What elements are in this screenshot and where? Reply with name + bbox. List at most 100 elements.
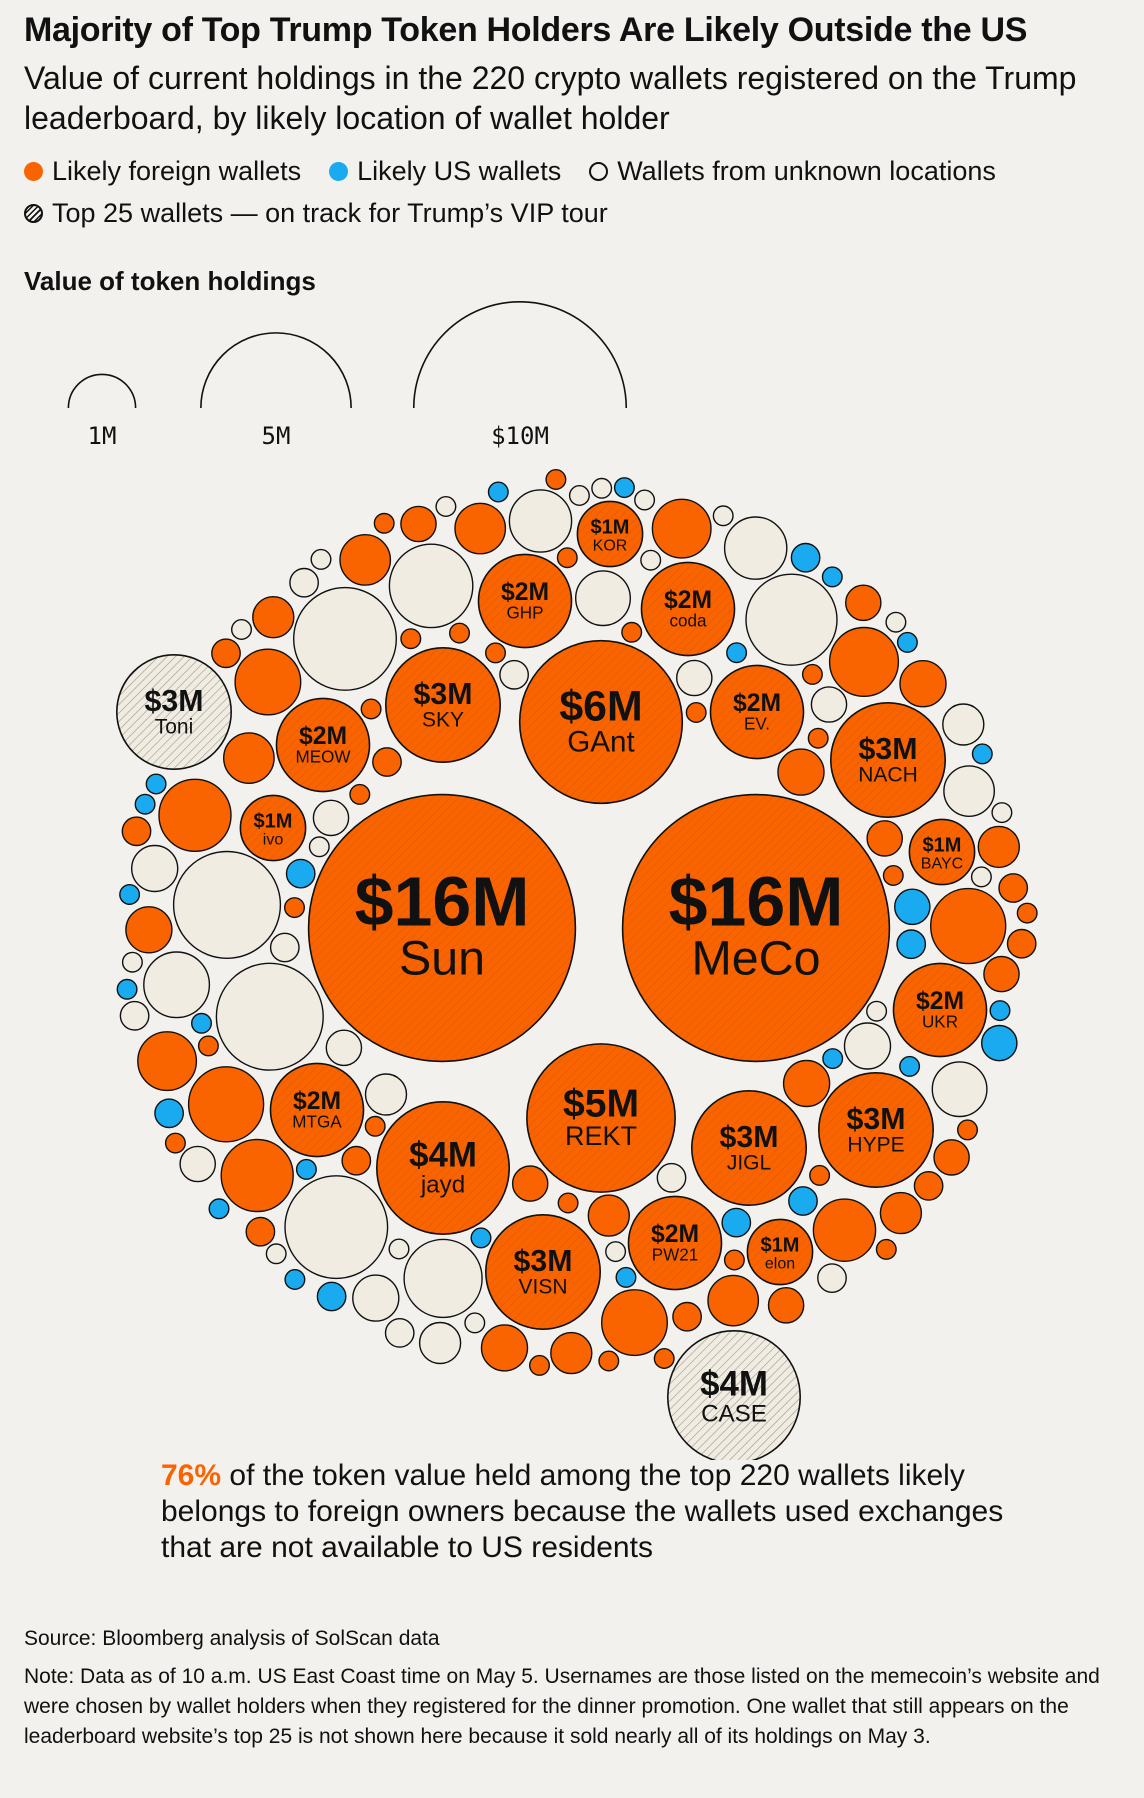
us-wallet-bubble [190,1012,212,1034]
foreign-wallet-bubble [125,906,173,954]
us-wallet-bubble [721,1207,752,1238]
wallet-bubble-mtga [269,1062,365,1158]
foreign-wallet-bubble [807,727,829,749]
unknown-wallet-bubble [325,1029,363,1067]
wallet-bubble-meow [275,697,371,793]
wallet-name-label: KOR [593,538,628,555]
wallet-name-label: elon [765,1256,795,1273]
foreign-wallet-bubble [998,873,1029,903]
unknown-wallet-bubble [403,1238,483,1319]
us-wallet-bubble [116,978,138,1000]
foreign-wallet-bubble [587,1194,630,1237]
legend-label-unknown: Wallets from unknown locations [617,156,996,186]
us-wallet-bubble [134,793,156,815]
unknown-wallet-bubble [310,548,332,570]
legend-item-us: Likely US wallets [329,156,561,187]
wallet-value-label: $3M [514,1245,573,1278]
unknown-wallet-bubble [656,1162,687,1193]
wallet-value-label: $3M [720,1121,779,1154]
bubble-group [116,469,1038,1460]
wallet-value-label: $3M [145,685,204,718]
foreign-wallet-bubble [672,1301,702,1332]
unknown-wallet-bubble [634,489,656,511]
us-wallet-bubble [295,1158,317,1180]
unknown-wallet-bubble [435,496,457,518]
foreign-wallet-bubble [875,1238,897,1260]
us-wallet-bubble [896,929,927,960]
callout-text: 76% of the token value held among the to… [161,1458,1061,1566]
foreign-wallet-bubble [454,502,507,555]
wallet-bubble-sky [385,647,501,763]
unknown-wallet-bubble [991,802,1013,824]
foreign-wallet-bubble [723,1249,745,1271]
wallet-bubble-elon [746,1218,814,1286]
blue-dot-icon [329,162,349,181]
size-legend-arc [412,301,628,409]
wallet-bubble-bayc [908,818,976,886]
us-wallet-bubble [981,1024,1018,1062]
wallet-value-label: $6M [559,682,642,730]
foreign-wallet-bubble [812,1198,877,1262]
wallet-bubble-ivo [239,794,307,862]
wallet-value-label: $3M [414,678,473,711]
wallet-name-label: UKR [922,1013,958,1032]
wallet-value-label: $1M [254,810,293,832]
wallet-name-label: MEOW [295,748,351,767]
unknown-wallet-bubble [745,573,838,666]
wallet-bubble-sun [307,793,577,1063]
foreign-wallet-bubble [653,1347,675,1369]
wallet-value-label: $2M [293,1088,341,1115]
source-text: Source: Bloomberg analysis of SolScan da… [24,1627,440,1650]
unknown-wallet-bubble [591,477,613,499]
color-legend: Likely foreign wallets Likely US wallets… [24,156,1014,187]
unknown-wallet-bubble [284,1175,389,1280]
unknown-wallet-bubble [121,951,143,973]
wallet-bubble-case [667,1330,801,1460]
foreign-wallet-bubble [866,820,904,857]
us-wallet-bubble [470,1227,492,1249]
foreign-wallet-bubble [252,596,295,639]
foreign-wallet-bubble [211,638,241,669]
us-wallet-bubble [613,477,635,499]
wallet-value-label: $4M [700,1365,768,1404]
wallet-name-label: NACH [858,763,918,786]
foreign-wallet-bubble [1006,928,1037,959]
unknown-wallet-bubble [179,1145,216,1183]
wallet-name-label: SKY [422,708,464,731]
foreign-wallet-bubble [234,648,302,716]
callout-highlight: 76% [161,1459,222,1492]
us-wallet-bubble [989,1000,1011,1022]
foreign-wallet-bubble [707,1274,760,1327]
size-legend-label: 5M [262,422,291,450]
wallet-value-label: $3M [859,733,918,766]
unknown-wallet-bubble [817,1263,847,1294]
wallet-value-label: $1M [761,1234,800,1256]
foreign-wallet-bubble [556,547,578,569]
hatched-dot-icon [24,204,43,223]
wallet-name-label: MeCo [691,932,820,986]
foreign-wallet-bubble [1016,902,1038,924]
unknown-wallet-bubble [640,549,662,571]
unknown-wallet-bubble [352,1274,400,1322]
us-wallet-bubble [822,1048,844,1070]
wallet-bubble-rekt [526,1043,676,1193]
legend-item-unknown: Wallets from unknown locations [589,156,996,187]
us-wallet-bubble [119,884,141,906]
wallet-bubble-meco [621,793,891,1063]
callout-body: of the token value held among the top 22… [161,1459,1004,1564]
unknown-wallet-bubble [931,1061,988,1118]
unknown-wallet-bubble [418,1321,462,1365]
foreign-wallet-bubble [245,1216,276,1247]
unknown-wallet-bubble [499,659,529,690]
us-wallet-bubble [145,773,167,795]
unknown-wallet-bubble [605,1241,627,1263]
foreign-wallet-bubble [801,663,823,685]
wallet-bubble-jayd [375,1101,510,1236]
unknown-wallet-bubble [723,516,788,580]
wallet-value-label: $2M [651,1221,699,1248]
size-legend-label: $10M [491,422,549,450]
wallet-value-label: $2M [664,587,712,614]
us-wallet-bubble [899,1055,921,1077]
size-legend-arc [67,373,137,409]
wallet-name-label: Toni [155,715,194,738]
